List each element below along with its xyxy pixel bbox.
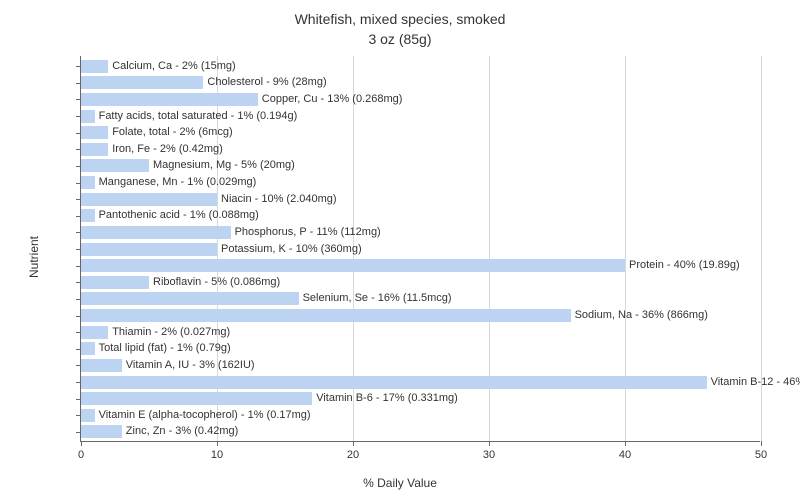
x-tick-label: 20	[347, 449, 359, 461]
nutrient-bar	[81, 425, 122, 438]
nutrient-bar-label: Folate, total - 2% (6mcg)	[108, 126, 232, 139]
nutrient-bar-label: Vitamin B-6 - 17% (0.331mg)	[312, 392, 458, 405]
nutrient-bar	[81, 159, 149, 172]
nutrient-bar	[81, 342, 95, 355]
x-tick-label: 30	[483, 449, 495, 461]
nutrient-bar	[81, 110, 95, 123]
x-tick-label: 10	[211, 449, 223, 461]
x-tick-label: 0	[78, 449, 84, 461]
nutrient-bar-label: Copper, Cu - 13% (0.268mg)	[258, 93, 403, 106]
nutrient-bar-label: Fatty acids, total saturated - 1% (0.194…	[95, 110, 298, 123]
nutrient-bar	[81, 409, 95, 422]
nutrient-bar	[81, 392, 312, 405]
chart-title-line2: 3 oz (85g)	[0, 30, 800, 50]
x-tick	[625, 441, 626, 446]
nutrient-bar-label: Pantothenic acid - 1% (0.088mg)	[95, 209, 259, 222]
nutrient-bar	[81, 60, 108, 73]
nutrient-bar-label: Potassium, K - 10% (360mg)	[217, 243, 362, 256]
nutrient-bar-label: Vitamin E (alpha-tocopherol) - 1% (0.17m…	[95, 409, 311, 422]
nutrient-bar-label: Sodium, Na - 36% (866mg)	[571, 309, 708, 322]
y-axis-title: Nutrient	[27, 236, 41, 278]
nutrient-bar	[81, 243, 217, 256]
nutrient-bar-label: Calcium, Ca - 2% (15mg)	[108, 60, 235, 73]
nutrient-chart: Whitefish, mixed species, smoked 3 oz (8…	[0, 0, 800, 500]
nutrient-bar-label: Vitamin A, IU - 3% (162IU)	[122, 359, 255, 372]
chart-title-block: Whitefish, mixed species, smoked 3 oz (8…	[0, 0, 800, 49]
nutrient-bar-label: Zinc, Zn - 3% (0.42mg)	[122, 425, 238, 438]
chart-title-line1: Whitefish, mixed species, smoked	[0, 10, 800, 30]
nutrient-bar	[81, 193, 217, 206]
x-tick	[489, 441, 490, 446]
nutrient-bar	[81, 126, 108, 139]
nutrient-bar-label: Iron, Fe - 2% (0.42mg)	[108, 143, 223, 156]
nutrient-bar	[81, 226, 231, 239]
x-tick	[353, 441, 354, 446]
nutrient-bar-label: Phosphorus, P - 11% (112mg)	[231, 226, 381, 239]
nutrient-bar	[81, 292, 299, 305]
nutrient-bar-label: Manganese, Mn - 1% (0.029mg)	[95, 176, 257, 189]
nutrient-bar-label: Selenium, Se - 16% (11.5mcg)	[299, 292, 452, 305]
nutrient-bar-label: Niacin - 10% (2.040mg)	[217, 193, 337, 206]
x-tick	[81, 441, 82, 446]
plot-area: 01020304050Calcium, Ca - 2% (15mg)Choles…	[80, 56, 760, 442]
x-tick-label: 50	[755, 449, 767, 461]
x-axis-title: % Daily Value	[363, 476, 437, 490]
nutrient-bar-label: Cholesterol - 9% (28mg)	[203, 76, 326, 89]
nutrient-bar-label: Total lipid (fat) - 1% (0.79g)	[95, 342, 231, 355]
nutrient-bar	[81, 176, 95, 189]
nutrient-bar	[81, 259, 625, 272]
nutrient-bar	[81, 209, 95, 222]
nutrient-bar	[81, 376, 707, 389]
x-tick-label: 40	[619, 449, 631, 461]
nutrient-bar	[81, 76, 203, 89]
nutrient-bar	[81, 276, 149, 289]
x-tick	[761, 441, 762, 446]
nutrient-bar	[81, 326, 108, 339]
x-tick	[217, 441, 218, 446]
nutrient-bar-label: Thiamin - 2% (0.027mg)	[108, 326, 230, 339]
nutrient-bar	[81, 359, 122, 372]
nutrient-bar	[81, 309, 571, 322]
nutrient-bar	[81, 143, 108, 156]
nutrient-bar	[81, 93, 258, 106]
nutrient-bar-label: Vitamin B-12 - 46% (2.77mcg)	[707, 376, 800, 389]
nutrient-bar-label: Protein - 40% (19.89g)	[625, 259, 740, 272]
nutrient-bar-label: Riboflavin - 5% (0.086mg)	[149, 276, 280, 289]
nutrient-bar-label: Magnesium, Mg - 5% (20mg)	[149, 159, 295, 172]
